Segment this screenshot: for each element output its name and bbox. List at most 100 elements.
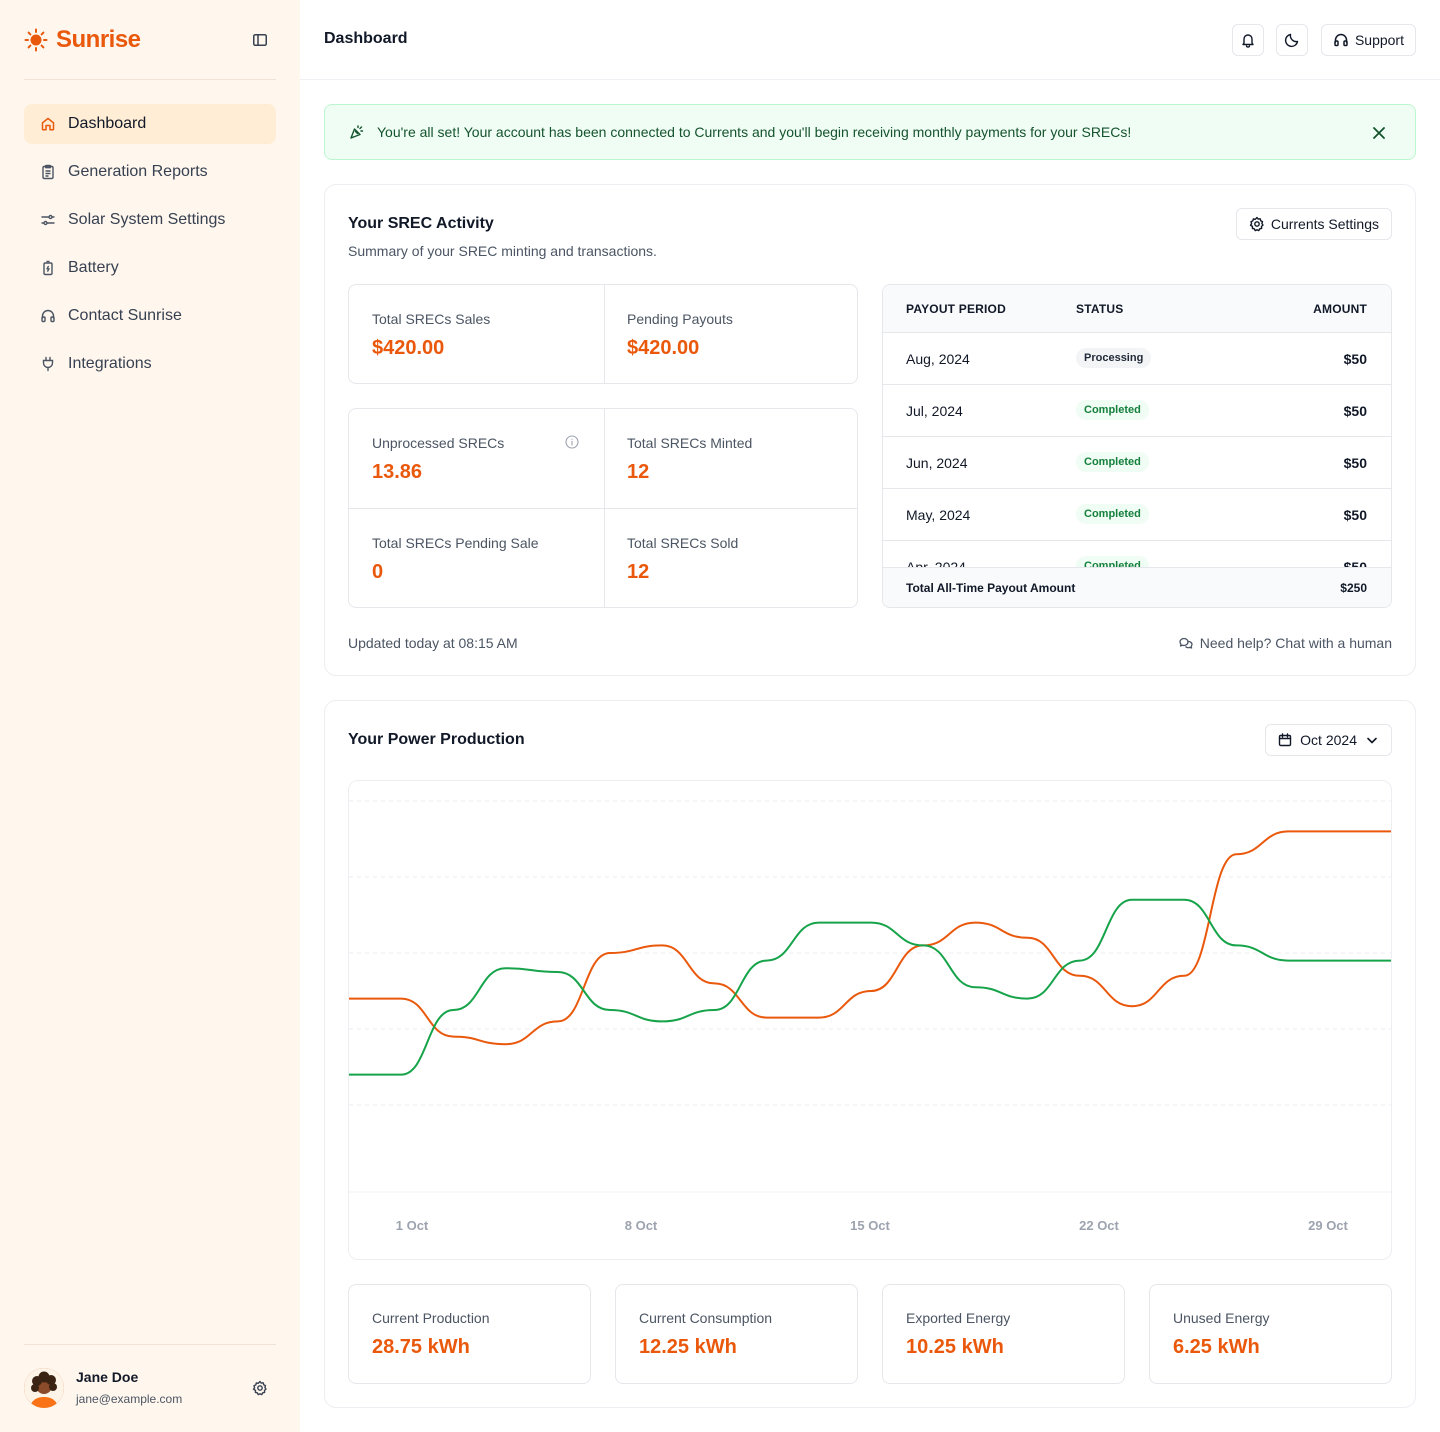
home-icon xyxy=(40,116,56,132)
stat-value: 12 xyxy=(627,561,650,583)
avatar[interactable] xyxy=(24,1368,64,1408)
sidebar-divider xyxy=(24,79,276,80)
series-line-production-orange xyxy=(349,830,1391,1046)
sidebar-item-label: Generation Reports xyxy=(68,163,208,180)
headset-icon xyxy=(40,308,56,324)
currents-settings-button[interactable]: Currents Settings xyxy=(1235,208,1392,240)
payout-amount: $50 xyxy=(1343,507,1367,523)
srec-activity-subtitle: Summary of your SREC minting and transac… xyxy=(348,243,657,259)
sidebar: Sunrise Dashboard Generation Reports Sol… xyxy=(0,0,300,1432)
total-payout-amount: $250 xyxy=(1340,581,1367,595)
stat-label: Pending Payouts xyxy=(627,311,733,327)
sidebar-toggle-icon xyxy=(252,32,268,48)
sliders-icon xyxy=(40,212,56,228)
payout-period: May, 2024 xyxy=(906,507,971,523)
sun-icon xyxy=(24,28,48,52)
battery-icon xyxy=(40,260,56,276)
x-tick-label: 8 Oct xyxy=(624,1218,658,1233)
chart-gridlines xyxy=(349,800,1391,1106)
column-header-amount[interactable]: AMOUNT xyxy=(1313,302,1367,316)
theme-toggle-button[interactable] xyxy=(1276,24,1308,56)
brand-logo[interactable]: Sunrise xyxy=(24,26,141,54)
sidebar-item-generation-reports[interactable]: Generation Reports xyxy=(24,152,276,192)
x-tick-label: 15 Oct xyxy=(850,1218,890,1233)
stat-pending-payouts: Pending Payouts $420.00 xyxy=(627,310,733,360)
stat-value: 6.25 kWh xyxy=(1173,1336,1260,1358)
status-badge: Completed xyxy=(1076,504,1149,524)
success-banner: You're all set! Your account has been co… xyxy=(324,104,1416,160)
moon-icon xyxy=(1284,32,1300,48)
sidebar-item-dashboard[interactable]: Dashboard xyxy=(24,104,276,144)
party-popper-icon xyxy=(349,124,365,140)
banner-close-button[interactable] xyxy=(1367,121,1391,145)
stat-total-srecs-pending-sale: Total SRECs Pending Sale 0 xyxy=(372,534,539,584)
srec-activity-title: Your SREC Activity xyxy=(348,215,494,232)
sidebar-item-label: Dashboard xyxy=(68,115,147,132)
payout-table: PAYOUT PERIOD STATUS AMOUNT Aug, 2024 Pr… xyxy=(882,284,1392,608)
energy-current-production: Current Production 28.75 kWh xyxy=(348,1284,591,1384)
last-updated-text: Updated today at 08:15 AM xyxy=(348,635,518,651)
currents-settings-label: Currents Settings xyxy=(1270,216,1379,232)
column-header-payout-period[interactable]: PAYOUT PERIOD xyxy=(906,302,1006,316)
sidebar-item-label: Solar System Settings xyxy=(68,211,226,228)
stat-unprocessed-srecs: Unprocessed SRECs 13.86 xyxy=(372,434,504,484)
payout-amount: $50 xyxy=(1343,403,1367,419)
table-footer: Total All-Time Payout Amount $250 xyxy=(883,567,1391,607)
sidebar-item-battery[interactable]: Battery xyxy=(24,248,276,288)
sidebar-item-label: Contact Sunrise xyxy=(68,307,182,324)
support-label: Support xyxy=(1354,32,1404,48)
stat-total-srecs-minted: Total SRECs Minted 12 xyxy=(627,434,752,484)
x-tick-label: 22 Oct xyxy=(1079,1218,1119,1233)
stat-value: 13.86 xyxy=(372,461,423,483)
sidebar-item-contact-sunrise[interactable]: Contact Sunrise xyxy=(24,296,276,336)
sidebar-item-integrations[interactable]: Integrations xyxy=(24,344,276,384)
divider xyxy=(349,508,857,509)
chart-plot xyxy=(349,800,1391,1193)
user-settings-button[interactable] xyxy=(244,1372,276,1404)
x-tick-label: 1 Oct xyxy=(395,1218,429,1233)
payout-period: Jun, 2024 xyxy=(906,455,968,471)
column-header-status[interactable]: STATUS xyxy=(1076,302,1124,316)
close-icon xyxy=(1372,126,1386,140)
series-line-consumption-green xyxy=(349,898,1391,1076)
month-picker[interactable]: Oct 2024 xyxy=(1265,724,1392,756)
payout-amount: $50 xyxy=(1343,455,1367,471)
notifications-button[interactable] xyxy=(1232,24,1264,56)
table-row[interactable]: May, 2024 Completed $50 xyxy=(883,489,1391,541)
status-badge: Processing xyxy=(1076,348,1152,368)
chat-help-link[interactable]: Need help? Chat with a human xyxy=(1178,635,1392,651)
power-production-chart xyxy=(348,780,1392,1260)
total-payout-label: Total All-Time Payout Amount xyxy=(906,581,1076,595)
payout-period: Jul, 2024 xyxy=(906,403,963,419)
status-badge: Completed xyxy=(1076,400,1149,420)
chevron-down-icon xyxy=(1365,733,1379,747)
divider xyxy=(604,285,605,383)
sidebar-item-label: Battery xyxy=(68,259,119,276)
info-icon[interactable] xyxy=(565,435,579,449)
srec-count-stats: Unprocessed SRECs 13.86 Total SRECs Mint… xyxy=(348,408,858,608)
sidebar-nav: Dashboard Generation Reports Solar Syste… xyxy=(24,104,276,392)
sidebar-toggle-button[interactable] xyxy=(244,24,276,56)
chat-help-label: Need help? Chat with a human xyxy=(1199,635,1392,651)
gear-icon xyxy=(252,1380,268,1396)
stat-value: $420.00 xyxy=(627,337,700,359)
stat-label: Unused Energy xyxy=(1173,1310,1270,1326)
user-profile[interactable]: Jane Doe jane@example.com xyxy=(24,1368,276,1408)
x-tick-label: 29 Oct xyxy=(1308,1218,1348,1233)
power-production-title: Your Power Production xyxy=(348,731,525,748)
table-row[interactable]: Aug, 2024 Processing $50 xyxy=(883,333,1391,385)
sidebar-item-label: Integrations xyxy=(68,355,152,372)
stat-label: Total SRECs Sold xyxy=(627,535,739,551)
table-row[interactable]: Jul, 2024 Completed $50 xyxy=(883,385,1391,437)
stat-value: 28.75 kWh xyxy=(372,1336,470,1358)
sidebar-item-solar-system-settings[interactable]: Solar System Settings xyxy=(24,200,276,240)
stat-total-srecs-sold: Total SRECs Sold 12 xyxy=(627,534,738,584)
stat-label: Total SRECs Pending Sale xyxy=(372,535,539,551)
table-row[interactable]: Jun, 2024 Completed $50 xyxy=(883,437,1391,489)
bell-icon xyxy=(1240,32,1256,48)
srec-sales-stats: Total SRECs Sales $420.00 Pending Payout… xyxy=(348,284,858,384)
support-button[interactable]: Support xyxy=(1320,24,1416,56)
top-header: Dashboard Support xyxy=(300,0,1440,80)
energy-current-consumption: Current Consumption 12.25 kWh xyxy=(615,1284,858,1384)
energy-exported: Exported Energy 10.25 kWh xyxy=(882,1284,1125,1384)
